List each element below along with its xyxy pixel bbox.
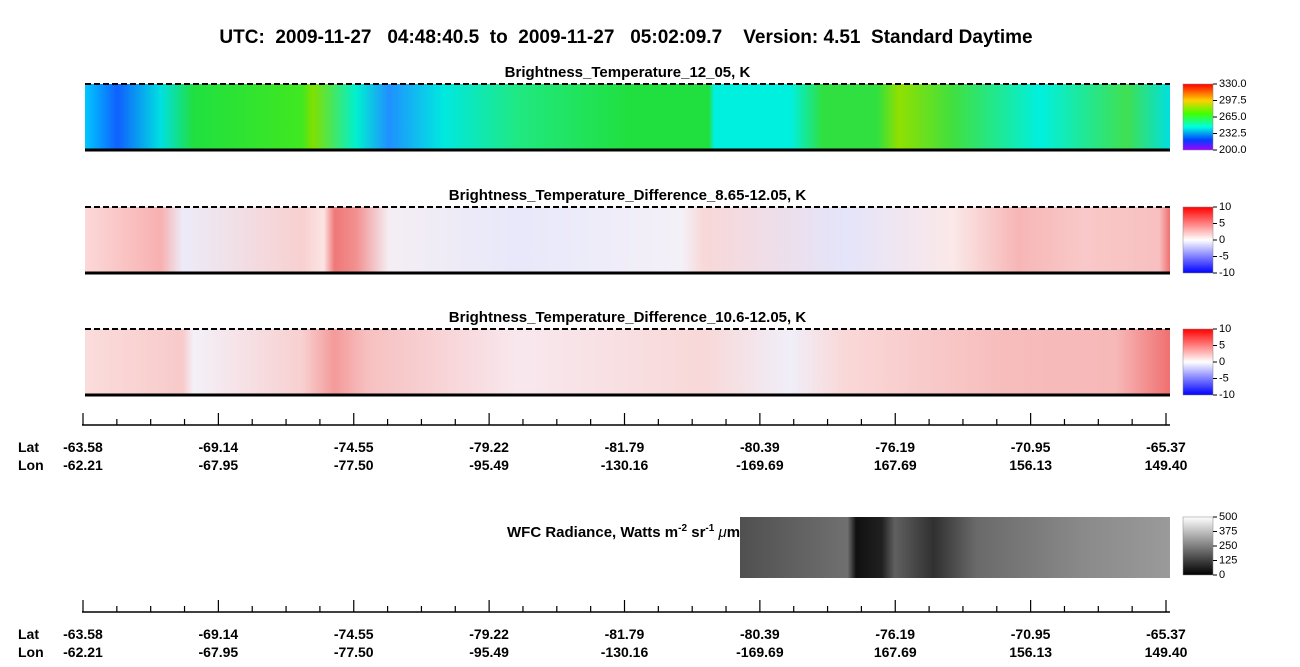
lon-label: 149.40 bbox=[1145, 457, 1188, 473]
title-part: WFC Radiance, Watts m bbox=[507, 524, 678, 541]
lat-label: -76.19 bbox=[875, 626, 915, 642]
lon-label: -130.16 bbox=[601, 644, 649, 660]
lat-label: -79.22 bbox=[469, 626, 509, 642]
wfc-image bbox=[740, 517, 1170, 578]
lat-label: -69.14 bbox=[199, 626, 239, 642]
colorbar-tick-label: 200.0 bbox=[1219, 144, 1247, 156]
lon-label: -169.69 bbox=[736, 644, 784, 660]
colorbar-tick-label: -5 bbox=[1219, 250, 1229, 262]
lat-label: -65.37 bbox=[1146, 626, 1186, 642]
panel-title: Brightness_Temperature_Difference_8.65-1… bbox=[449, 187, 807, 204]
colorbar-tick-label: 10 bbox=[1219, 201, 1231, 213]
lat-label: -81.79 bbox=[605, 439, 645, 455]
colorbar-tick-label: 265.0 bbox=[1219, 111, 1247, 123]
lon-label: 149.40 bbox=[1145, 644, 1188, 660]
lon-label: -130.16 bbox=[601, 457, 649, 473]
lat-label: -65.37 bbox=[1146, 439, 1186, 455]
lon-label: 167.69 bbox=[874, 457, 917, 473]
lon-label: 156.13 bbox=[1009, 644, 1052, 660]
lat-label: -74.55 bbox=[334, 439, 374, 455]
colorbar-tick-label: 125 bbox=[1219, 554, 1237, 566]
panel-title: Brightness_Temperature_Difference_10.6-1… bbox=[449, 309, 807, 326]
wfc-title: WFC Radiance, Watts m-2 sr-1 μm-1 bbox=[507, 523, 749, 541]
lat-label: -63.58 bbox=[63, 626, 103, 642]
lat-label: -81.79 bbox=[605, 626, 645, 642]
colorbar-tick-label: 375 bbox=[1219, 525, 1237, 537]
colorbar-tick-label: 0 bbox=[1219, 234, 1225, 246]
colorbar bbox=[1182, 206, 1214, 274]
title-part: m bbox=[727, 524, 740, 541]
page-title: UTC: 2009-11-27 04:48:40.5 to 2009-11-27… bbox=[219, 27, 1032, 48]
colorbar-tick-label: 297.5 bbox=[1219, 94, 1247, 106]
colorbar bbox=[1182, 328, 1214, 396]
lat-label: -69.14 bbox=[199, 439, 239, 455]
lon-label: -67.95 bbox=[199, 644, 239, 660]
panel-image bbox=[85, 84, 1170, 150]
colorbar-tick-label: -10 bbox=[1219, 389, 1235, 401]
wfc-colorbar bbox=[1182, 516, 1214, 576]
colorbar-tick-label: 0 bbox=[1219, 356, 1225, 368]
colorbar-tick-label: 5 bbox=[1219, 217, 1225, 229]
title-sup: -2 bbox=[678, 523, 687, 534]
panel-title: Brightness_Temperature_12_05, K bbox=[505, 64, 751, 81]
axis-label: Lat bbox=[18, 626, 39, 642]
colorbar-tick-label: 5 bbox=[1219, 339, 1225, 351]
lon-label: -95.49 bbox=[469, 644, 509, 660]
lat-label: -80.39 bbox=[740, 626, 780, 642]
lat-label: -74.55 bbox=[334, 626, 374, 642]
lon-label: 156.13 bbox=[1009, 457, 1052, 473]
colorbar-tick-label: 250 bbox=[1219, 540, 1237, 552]
colorbar bbox=[1182, 83, 1214, 151]
lon-label: -169.69 bbox=[736, 457, 784, 473]
colorbar-tick-label: -10 bbox=[1219, 267, 1235, 279]
lat-label: -79.22 bbox=[469, 439, 509, 455]
lon-label: 167.69 bbox=[874, 644, 917, 660]
axis-label: Lat bbox=[18, 439, 39, 455]
lat-label: -63.58 bbox=[63, 439, 103, 455]
axis-label: Lon bbox=[18, 457, 44, 473]
colorbar-tick-label: 0 bbox=[1219, 569, 1225, 581]
colorbar-tick-label: 232.5 bbox=[1219, 127, 1247, 139]
title-sup: -1 bbox=[705, 523, 714, 534]
lon-label: -67.95 bbox=[199, 457, 239, 473]
lat-label: -76.19 bbox=[875, 439, 915, 455]
title-part: sr bbox=[687, 524, 706, 541]
lon-label: -77.50 bbox=[334, 644, 374, 660]
panel-image bbox=[85, 207, 1170, 273]
lat-label: -80.39 bbox=[740, 439, 780, 455]
colorbar-tick-label: 10 bbox=[1219, 323, 1231, 335]
colorbar-tick-label: 330.0 bbox=[1219, 78, 1247, 90]
lon-label: -95.49 bbox=[469, 457, 509, 473]
lat-label: -70.95 bbox=[1011, 439, 1051, 455]
title-part: μ bbox=[718, 524, 727, 541]
colorbar-tick-label: -5 bbox=[1219, 372, 1229, 384]
lon-label: -77.50 bbox=[334, 457, 374, 473]
axis-label: Lon bbox=[18, 644, 44, 660]
lat-label: -70.95 bbox=[1011, 626, 1051, 642]
lon-label: -62.21 bbox=[63, 644, 103, 660]
lon-label: -62.21 bbox=[63, 457, 103, 473]
panel-image bbox=[85, 329, 1170, 395]
colorbar-tick-label: 500 bbox=[1219, 511, 1237, 523]
